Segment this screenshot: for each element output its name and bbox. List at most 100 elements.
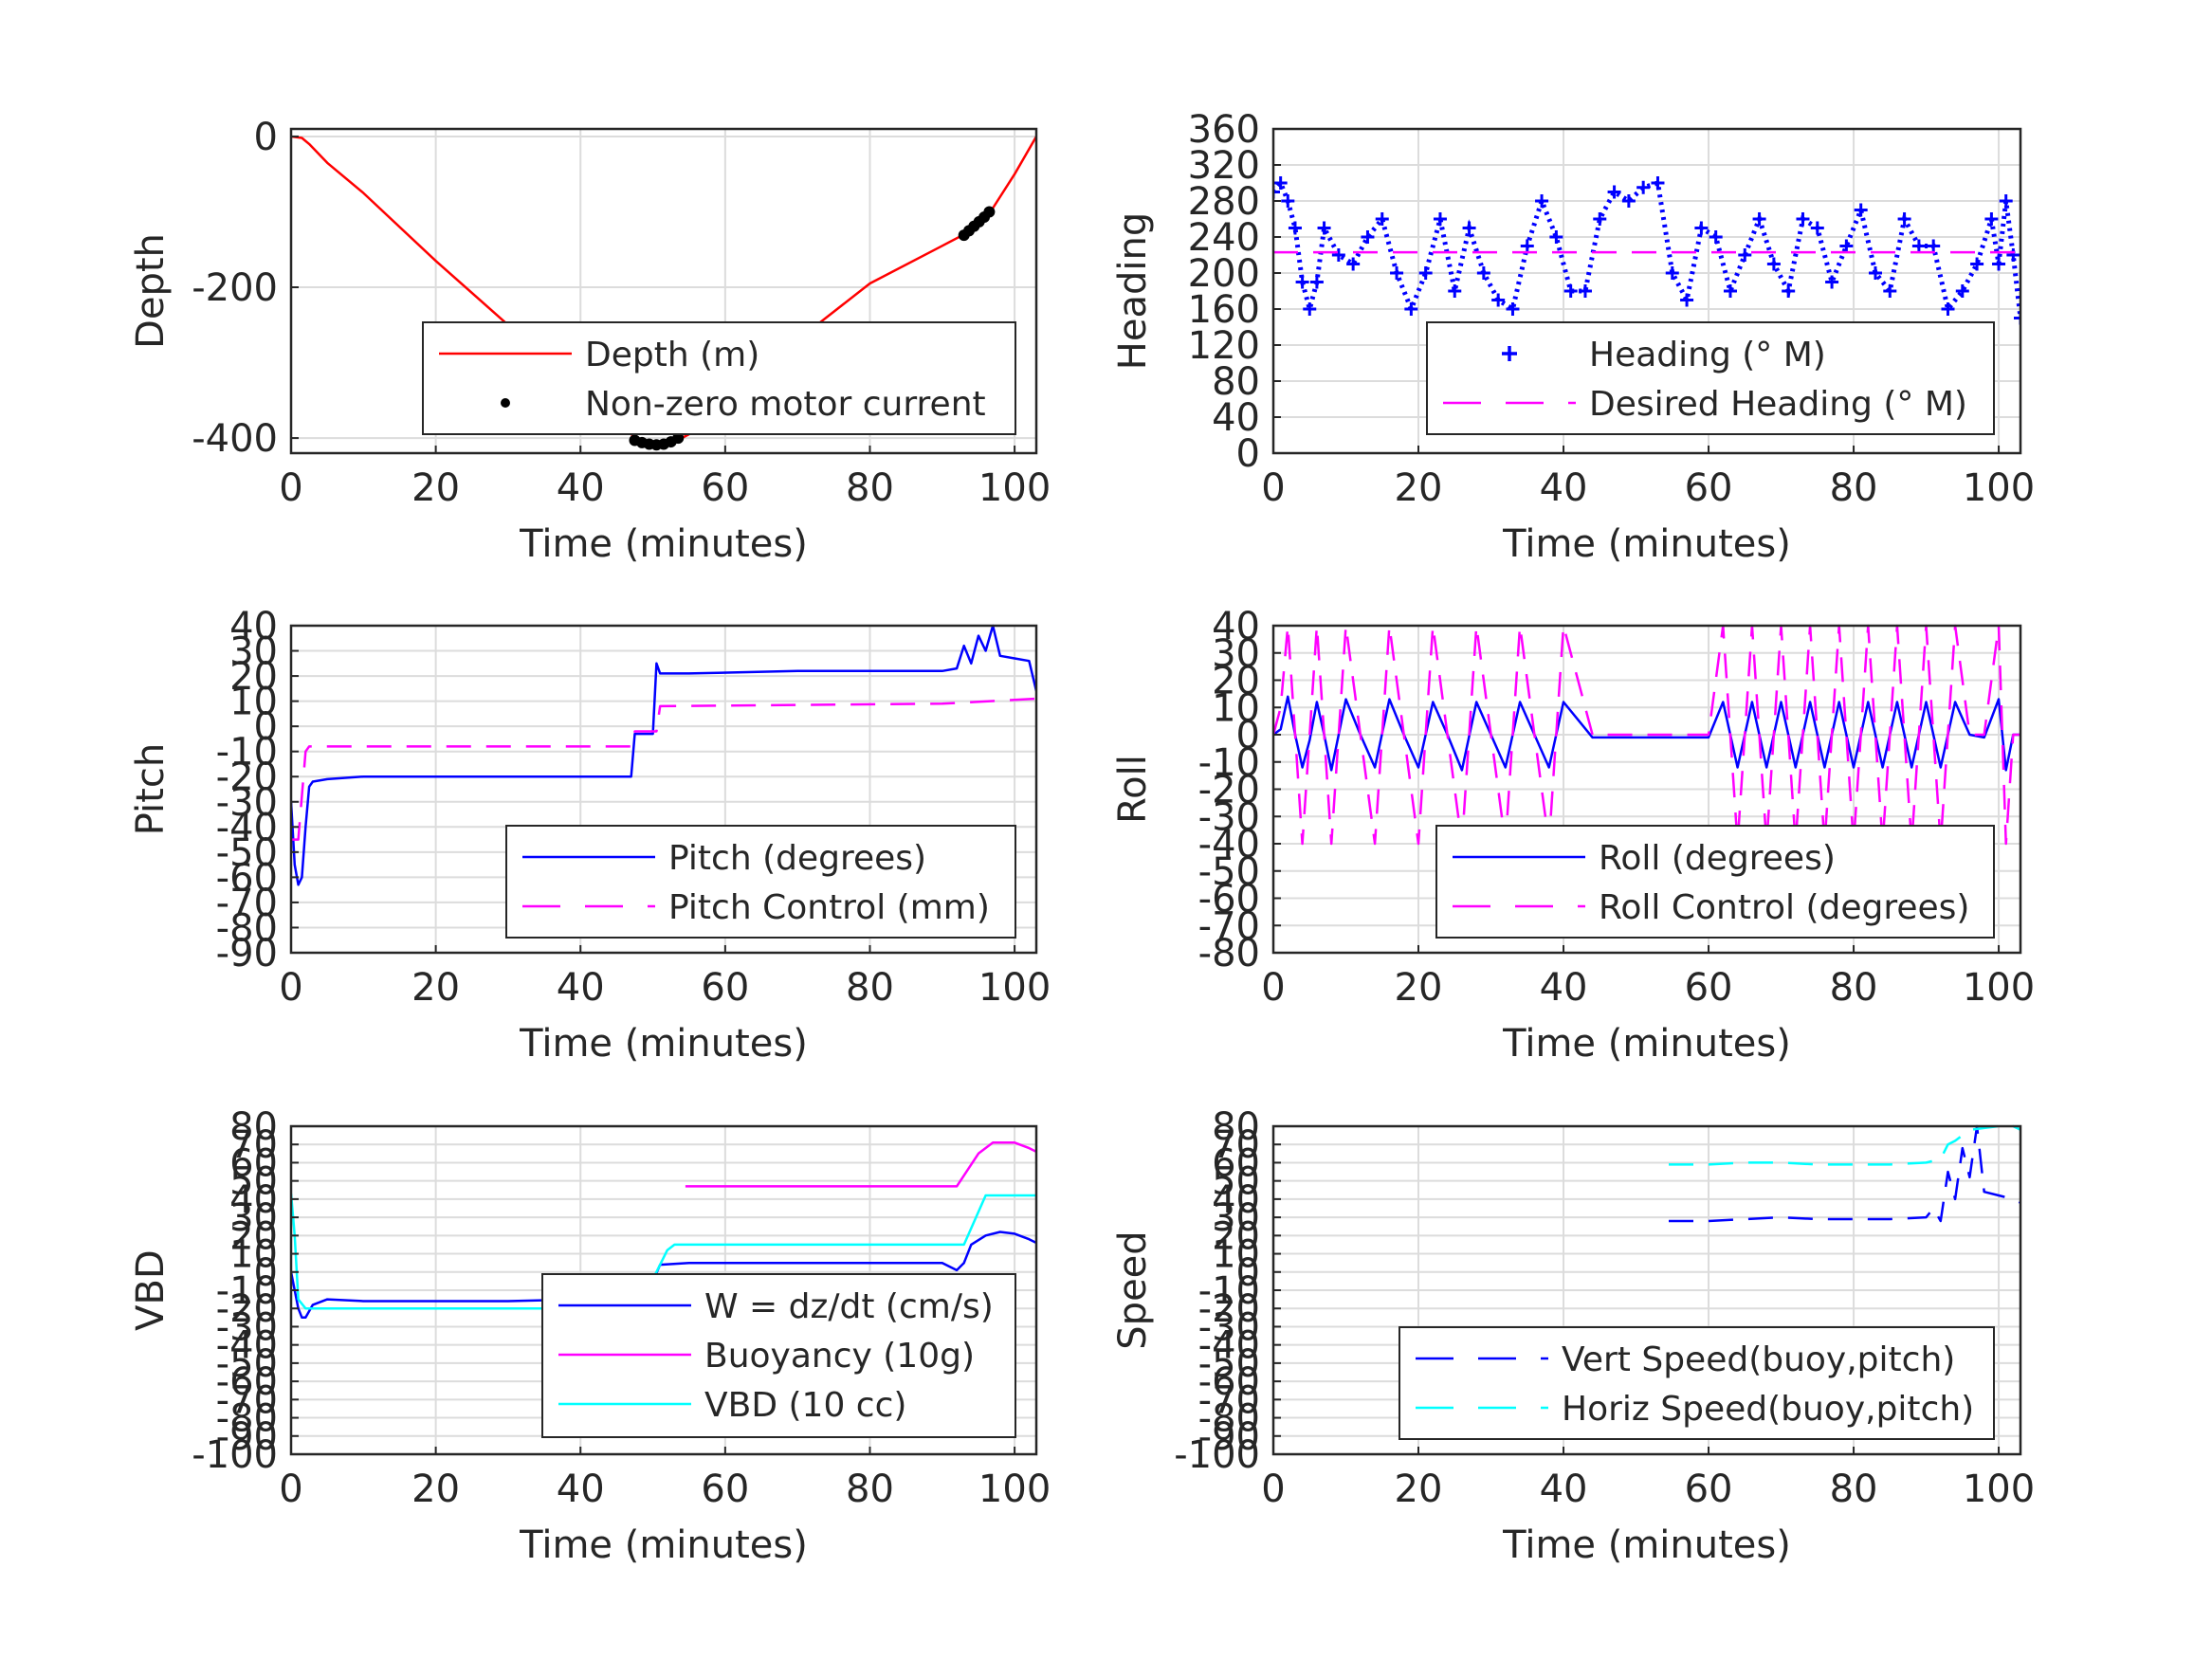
data-point: [1911, 239, 1926, 253]
series-line: [1669, 1124, 2020, 1223]
y-tick-label: -30: [1198, 1305, 1260, 1349]
y-tick-label: 200: [1188, 252, 1260, 296]
x-tick-label: 80: [1830, 1468, 1878, 1511]
y-tick-label: -20: [1198, 1287, 1260, 1331]
data-point: [1273, 176, 1288, 190]
x-tick-label: 80: [1830, 966, 1878, 1010]
x-tick-label: 20: [411, 1468, 460, 1511]
x-tick-label: 80: [1830, 466, 1878, 510]
y-tick-label: -60: [216, 1360, 278, 1404]
data-point: [1868, 266, 1882, 280]
y-tick-label: 80: [1212, 360, 1260, 404]
data-point: [1992, 257, 2006, 271]
y-tick-label: -40: [216, 806, 278, 849]
data-point: [1825, 275, 1839, 289]
y-tick-label: -90: [216, 1415, 278, 1459]
y-tick-label: 40: [1212, 1178, 1260, 1222]
data-point: [2006, 248, 2020, 262]
data-point: [1281, 194, 1295, 208]
data-point: [1694, 221, 1709, 235]
x-tick-label: 80: [846, 466, 894, 510]
y-tick-label: -100: [1174, 1433, 1260, 1477]
legend: Heading (° M) Desired Heading (° M): [1426, 321, 1995, 435]
data-point: [1593, 212, 1607, 226]
y-tick-label: -10: [1198, 741, 1260, 785]
y-tick-label: -20: [1198, 769, 1260, 812]
data-point: [1766, 257, 1781, 271]
legend-swatch: [501, 398, 510, 408]
y-tick-label: 30: [1212, 632, 1260, 676]
data-point: [1607, 185, 1621, 199]
axes-frame: [1271, 127, 2022, 455]
legend-label: Pitch Control (mm): [668, 888, 990, 927]
x-tick-label: 60: [701, 466, 749, 510]
y-tick-label: -30: [1198, 795, 1260, 839]
y-tick-label: 20: [1212, 660, 1260, 703]
x-axis-label: Time (minutes): [519, 1022, 808, 1066]
x-tick-label: 20: [411, 966, 460, 1010]
legend-entry: Desired Heading (° M): [1443, 385, 1967, 424]
legend-box: [1398, 1326, 1995, 1440]
y-tick-label: 60: [1212, 1141, 1260, 1185]
series-line: [291, 624, 1036, 886]
y-tick-label: 80: [1212, 1105, 1260, 1149]
y-tick-label: 320: [1188, 144, 1260, 188]
data-point: [1476, 266, 1490, 280]
legend-entry: Pitch (degrees): [522, 839, 926, 878]
y-tick-label: -400: [192, 417, 278, 461]
data-point: [1462, 221, 1476, 235]
chart-vbd: 0 20 40 60 80 10080706050403020100-10-20-30-4…: [129, 1105, 1051, 1567]
data-point: [1295, 275, 1309, 289]
y-tick-label: 10: [1212, 686, 1260, 730]
x-tick-label: 0: [279, 1468, 302, 1511]
data-point: [1273, 185, 1280, 199]
data-point: [1520, 239, 1534, 253]
x-tick-label: 60: [1685, 966, 1733, 1010]
y-tick-label: -20: [216, 756, 278, 799]
legend-label: VBD (10 cc): [704, 1386, 906, 1425]
axes-frame: [289, 624, 1038, 955]
series-group: [291, 624, 1036, 886]
y-tick-label: 0: [1236, 1251, 1260, 1295]
data-point: [1970, 257, 1984, 271]
x-tick-label: 100: [978, 966, 1051, 1010]
data-point: [1549, 230, 1563, 244]
legend-entry: Buoyancy (10g): [558, 1337, 975, 1376]
chart-depth: 0 20 40 60 80 100 0 -200 -400 Time (minutes) Depth…: [129, 116, 1051, 566]
y-tick-label: 20: [1212, 1214, 1260, 1258]
data-point: [1448, 284, 1462, 298]
data-point: [1636, 180, 1651, 194]
data-point: [1563, 284, 1578, 298]
y-tick-label: 20: [229, 655, 278, 699]
y-tick-label: 280: [1188, 180, 1260, 224]
legend-label: Buoyancy (10g): [704, 1337, 975, 1376]
y-tick-label: 30: [229, 1196, 278, 1240]
axes-frame: [289, 127, 1038, 455]
x-tick-label: 40: [1540, 466, 1588, 510]
y-tick-label: -50: [216, 831, 278, 875]
data-point: [1796, 212, 1810, 226]
legend-entry: Heading (° M): [1502, 336, 1826, 374]
y-tick-label: -60: [216, 856, 278, 900]
series-group: [1273, 624, 2020, 846]
data-point: [1433, 212, 1447, 226]
y-tick-label: -50: [1198, 1342, 1260, 1386]
legend: Vert Speed(buoy,pitch) Horiz Speed(buoy,p…: [1398, 1326, 1995, 1440]
data-point: [1723, 284, 1737, 298]
x-tick-label: 0: [1261, 1468, 1285, 1511]
chart-speed: 0 20 40 60 80 10080706050403020100-10-20-30-4…: [1111, 1105, 2035, 1567]
data-point: [1709, 230, 1723, 244]
y-tick-label: 50: [1212, 1160, 1260, 1204]
legend-entry: W = dz/dt (cm/s): [558, 1287, 994, 1326]
y-tick-label: -200: [192, 266, 278, 310]
x-tick-label: 40: [557, 466, 605, 510]
y-tick-label: 10: [229, 681, 278, 724]
y-tick-label: -20: [216, 1287, 278, 1331]
y-tick-label: 10: [229, 1233, 278, 1277]
y-tick-label: 0: [1236, 714, 1260, 757]
x-axis-label: Time (minutes): [1502, 1022, 1791, 1066]
data-point: [1331, 248, 1345, 262]
x-tick-label: 40: [557, 966, 605, 1010]
y-tick-label: 40: [229, 1178, 278, 1222]
